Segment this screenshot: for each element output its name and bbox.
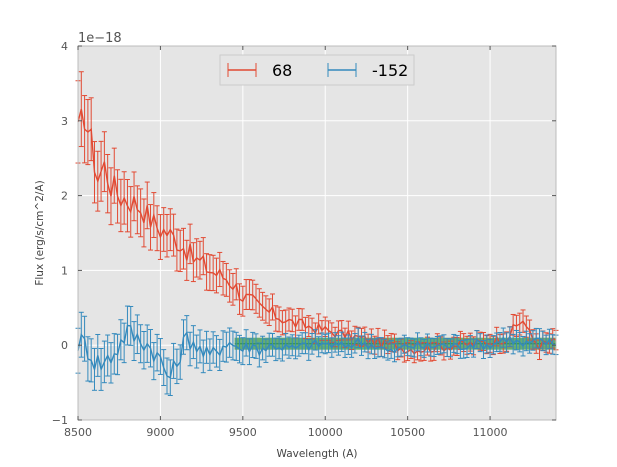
plot-area (75, 45, 559, 421)
x-tick-label: 9000 (146, 426, 174, 439)
x-tick-label: 8500 (64, 426, 92, 439)
y-offset-label: 1e−18 (78, 31, 122, 46)
x-tick-label: 11000 (473, 426, 508, 439)
x-axis-ticks: 8500 9000 9500 10000 10500 11000 (64, 46, 508, 439)
legend: 68 -152 (219, 54, 415, 86)
plot-background (78, 46, 556, 420)
y-axis-label: Flux (erg/s/cm^2/A) (34, 180, 46, 285)
y-tick-label: 4 (61, 40, 68, 53)
series-line (77, 324, 557, 379)
y-tick-label: 0 (61, 339, 68, 352)
y-tick-label: 1 (61, 264, 68, 277)
legend-item-1: 68 (227, 61, 292, 80)
legend-item-2: -152 (327, 61, 408, 80)
y-tick-label: 2 (61, 190, 68, 203)
y-tick-label: 3 (61, 115, 68, 128)
x-axis-label: Wavelength (A) (276, 448, 357, 460)
x-tick-label: 9500 (229, 426, 257, 439)
legend-label: -152 (372, 61, 408, 80)
y-tick-label: −1 (52, 414, 68, 427)
x-tick-label: 10000 (308, 426, 343, 439)
y-axis-ticks: −1 0 1 2 3 4 (52, 40, 556, 427)
plot-frame (77, 45, 557, 421)
x-tick-label: 10500 (390, 426, 425, 439)
legend-label: 68 (272, 61, 292, 80)
